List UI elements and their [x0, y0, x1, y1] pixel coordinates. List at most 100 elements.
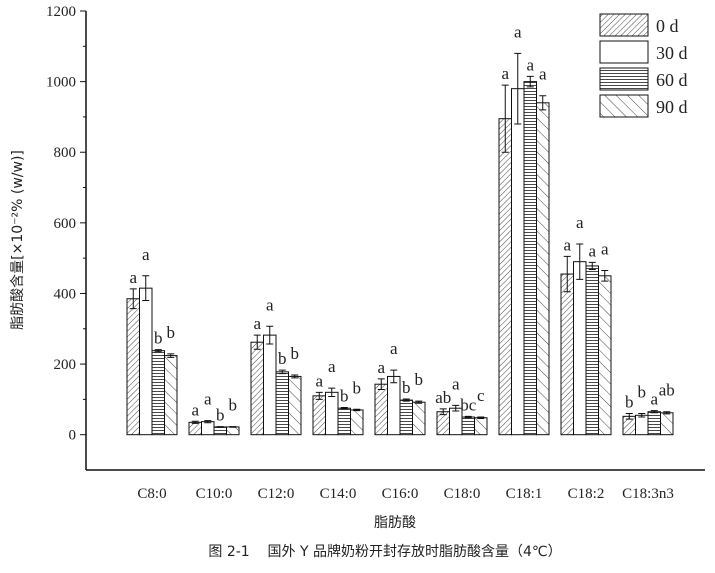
error-bar: [625, 413, 633, 420]
error-bar: [377, 378, 385, 390]
significance-label: b: [625, 393, 634, 412]
error-bar: [514, 52, 522, 125]
significance-label: bc: [460, 395, 477, 414]
significance-label: b: [291, 344, 300, 363]
significance-label: b: [167, 323, 176, 342]
significance-label: ab: [659, 381, 675, 400]
significance-label: a: [588, 241, 596, 260]
bar: [263, 334, 277, 436]
bar: [436, 411, 450, 436]
significance-label: b: [340, 387, 349, 406]
bar: [374, 383, 388, 436]
significance-label: a: [526, 55, 534, 74]
error-bar: [663, 411, 671, 415]
bar: [585, 265, 599, 436]
significance-label: c: [477, 386, 485, 405]
significance-label: b: [353, 378, 362, 397]
bar: [288, 375, 302, 436]
bar: [312, 395, 326, 436]
bar: [188, 421, 202, 436]
error-bar: [601, 270, 609, 282]
error-bar: [464, 415, 472, 419]
bar: [647, 411, 661, 436]
significance-label: a: [253, 314, 261, 333]
error-bar: [328, 387, 336, 398]
error-bar: [216, 426, 224, 428]
legend-label: 60 d: [656, 70, 688, 90]
error-bar: [501, 84, 509, 153]
figure-caption: 图 2-1 国外 Y 品牌奶粉开封存放时脂肪酸含量（4℃）: [208, 543, 561, 560]
bar: [337, 407, 351, 436]
error-bar: [539, 95, 547, 111]
error-bar: [315, 391, 323, 400]
significance-label: a: [266, 295, 274, 314]
bar: [536, 102, 550, 436]
x-tick-label: C18:1: [506, 486, 543, 502]
significance-label: a: [142, 245, 150, 264]
significance-label: b: [154, 329, 163, 348]
significance-label: b: [278, 349, 287, 368]
error-bar: [638, 413, 646, 418]
bar: [461, 416, 475, 436]
error-bar: [253, 334, 261, 350]
bar: [226, 426, 240, 436]
legend: 0 d 30 d 60 d 90 d: [599, 13, 688, 118]
bar: [573, 261, 587, 436]
error-bar: [452, 404, 460, 412]
significance-label: a: [563, 235, 571, 254]
y-tick-label: 1200: [46, 4, 76, 20]
error-bar: [278, 369, 286, 375]
y-tick-label: 0: [69, 428, 77, 444]
legend-swatch: [599, 13, 649, 37]
significance-label: a: [129, 268, 137, 287]
axes: 0 200 400 600 800 1000 1200: [46, 4, 705, 471]
bar: [387, 375, 401, 436]
y-axis-label: 脂肪酸含量[×10⁻²% (w/w)]: [10, 150, 26, 330]
x-tick-label: C14:0: [320, 486, 357, 502]
legend-label: 0 d: [656, 16, 679, 36]
error-bar: [154, 349, 162, 353]
significance-label: a: [377, 358, 385, 377]
y-tick-label: 800: [54, 145, 77, 161]
x-tick-label: C18:3n3: [622, 486, 674, 502]
bar: [201, 421, 215, 436]
bar: [660, 412, 674, 436]
x-tick-label: C12:0: [258, 486, 295, 502]
bar: [151, 350, 165, 436]
x-axis-label: 脂肪酸: [374, 515, 416, 531]
significance-label: a: [514, 22, 522, 41]
bar: [325, 391, 339, 436]
y-tick-label: 1000: [46, 75, 76, 91]
error-bar: [563, 255, 571, 293]
error-bar: [576, 243, 584, 280]
significance-label: a: [191, 400, 199, 419]
error-bar: [266, 325, 274, 345]
significance-label: b: [229, 396, 238, 415]
error-bar: [191, 420, 199, 424]
significance-label: a: [204, 390, 212, 409]
x-tick-label: C18:2: [568, 486, 605, 502]
bar: [598, 275, 612, 436]
legend-swatch: [599, 94, 649, 118]
bar: [139, 287, 153, 436]
legend-label: 30 d: [656, 43, 688, 63]
bar: [213, 426, 227, 436]
x-tick-label: C18:0: [444, 486, 481, 502]
significance-label: a: [650, 390, 658, 409]
legend-swatch: [599, 67, 649, 91]
bar: [412, 401, 426, 436]
significance-label: b: [638, 383, 647, 402]
x-tick-label: C10:0: [196, 486, 233, 502]
legend-label: 90 d: [656, 97, 688, 117]
significance-label: a: [315, 371, 323, 390]
x-tick-label: C8:0: [137, 486, 166, 502]
bar: [275, 371, 289, 436]
legend-swatch: [599, 40, 649, 64]
error-bar: [167, 353, 175, 358]
error-bar: [353, 408, 361, 412]
error-bar: [415, 400, 423, 404]
significance-label: a: [328, 357, 336, 376]
bar: [474, 417, 488, 436]
error-bar: [291, 374, 299, 379]
